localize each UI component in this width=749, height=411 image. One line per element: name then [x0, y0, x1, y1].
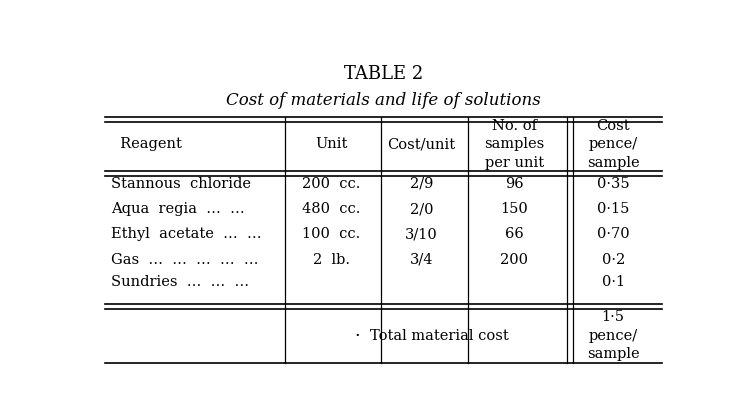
- Text: 0·15: 0·15: [597, 202, 629, 216]
- Text: Unit: Unit: [315, 137, 348, 151]
- Text: 200  cc.: 200 cc.: [303, 177, 361, 191]
- Text: 0·70: 0·70: [597, 227, 629, 241]
- Text: 2  lb.: 2 lb.: [313, 253, 350, 267]
- Text: Total material cost: Total material cost: [370, 329, 509, 343]
- Text: 0·2: 0·2: [601, 253, 625, 267]
- Text: Cost/unit: Cost/unit: [387, 137, 455, 151]
- Text: Aqua  regia  …  …: Aqua regia … …: [111, 202, 245, 216]
- Text: 96: 96: [505, 177, 524, 191]
- Text: No. of
samples
per unit: No. of samples per unit: [485, 119, 545, 170]
- Text: 2/9: 2/9: [410, 177, 433, 191]
- Text: 0·1: 0·1: [601, 275, 625, 289]
- Text: Ethyl  acetate  …  …: Ethyl acetate … …: [111, 227, 261, 241]
- Text: 0·35: 0·35: [597, 177, 629, 191]
- Text: 2/0: 2/0: [410, 202, 434, 216]
- Text: 100  cc.: 100 cc.: [303, 227, 361, 241]
- Text: Cost
pence/
sample: Cost pence/ sample: [586, 119, 640, 170]
- Text: 1·5
pence/
sample: 1·5 pence/ sample: [586, 310, 640, 361]
- Text: Sundries  …  …  …: Sundries … … …: [111, 275, 249, 289]
- Text: TABLE 2: TABLE 2: [345, 65, 423, 83]
- Text: ·: ·: [355, 327, 360, 345]
- Text: 150: 150: [500, 202, 528, 216]
- Text: 3/4: 3/4: [410, 253, 434, 267]
- Text: Stannous  chloride: Stannous chloride: [111, 177, 251, 191]
- Text: 200: 200: [500, 253, 529, 267]
- Text: Reagent: Reagent: [111, 137, 182, 151]
- Text: Cost of materials and life of solutions: Cost of materials and life of solutions: [226, 92, 542, 109]
- Text: 480  cc.: 480 cc.: [303, 202, 361, 216]
- Text: Gas  …  …  …  …  …: Gas … … … … …: [111, 253, 258, 267]
- Text: 3/10: 3/10: [405, 227, 438, 241]
- Text: 66: 66: [505, 227, 524, 241]
